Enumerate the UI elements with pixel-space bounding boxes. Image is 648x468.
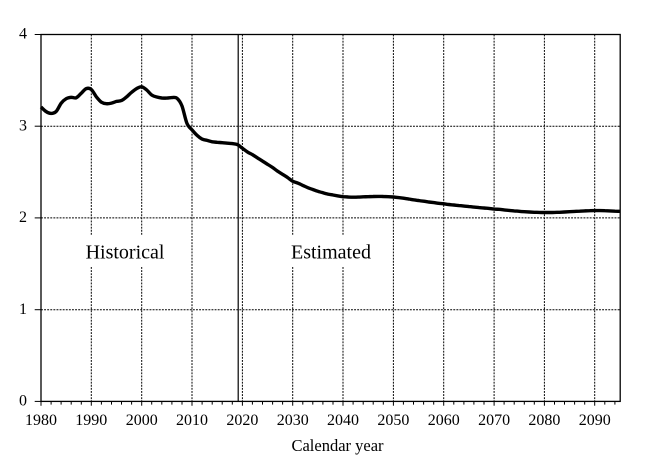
svg-text:Estimated: Estimated [291,242,371,264]
svg-text:1990: 1990 [75,412,107,429]
svg-text:0: 0 [19,393,27,410]
svg-text:2010: 2010 [176,412,208,429]
svg-text:Historical: Historical [86,242,165,264]
svg-text:1980: 1980 [25,412,57,429]
svg-text:3: 3 [19,117,27,134]
svg-text:2050: 2050 [377,412,409,429]
svg-text:2: 2 [19,209,27,226]
svg-text:2000: 2000 [126,412,158,429]
svg-text:Calendar year: Calendar year [291,436,384,455]
svg-text:4: 4 [19,26,27,43]
svg-text:2080: 2080 [528,412,560,429]
svg-text:1: 1 [19,301,27,318]
svg-text:2040: 2040 [327,412,359,429]
svg-text:2060: 2060 [428,412,460,429]
svg-text:2030: 2030 [277,412,309,429]
svg-text:2020: 2020 [226,412,258,429]
svg-text:2090: 2090 [579,412,611,429]
svg-text:2070: 2070 [478,412,510,429]
